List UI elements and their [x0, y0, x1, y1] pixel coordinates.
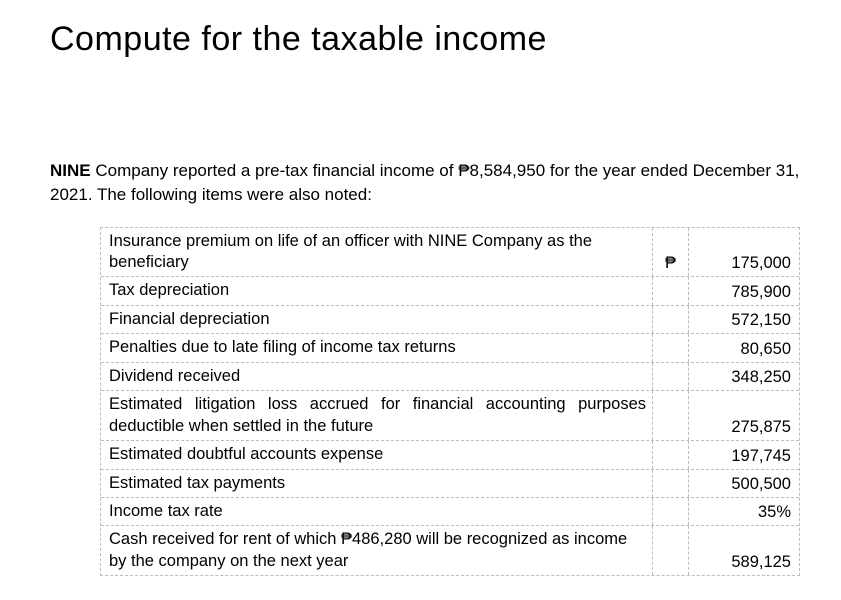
row-value: 348,250 — [689, 363, 799, 390]
row-value: 175,000 — [689, 228, 799, 277]
row-label: Estimated doubtful accounts expense — [101, 441, 653, 468]
table-row: Insurance premium on life of an officer … — [101, 228, 799, 277]
table-row: Financial depreciation 572,150 — [101, 305, 799, 333]
row-currency — [653, 306, 689, 333]
row-currency: ₱ — [653, 228, 689, 277]
table-row: Tax depreciation 785,900 — [101, 276, 799, 304]
intro-paragraph: NINE Company reported a pre-tax financia… — [50, 159, 801, 207]
row-currency — [653, 526, 689, 575]
table-row: Estimated doubtful accounts expense 197,… — [101, 440, 799, 468]
row-currency — [653, 470, 689, 497]
row-currency — [653, 498, 689, 525]
row-label: Estimated litigation loss accrued for fi… — [101, 391, 653, 440]
row-value: 275,875 — [689, 391, 799, 440]
row-label: Dividend received — [101, 363, 653, 390]
row-label: Cash received for rent of which ₱486,280… — [101, 526, 653, 575]
row-value: 35% — [689, 498, 799, 525]
table-row: Cash received for rent of which ₱486,280… — [101, 525, 799, 575]
row-currency — [653, 391, 689, 440]
row-currency — [653, 334, 689, 361]
table-row: Dividend received 348,250 — [101, 362, 799, 390]
intro-bold: NINE — [50, 161, 91, 180]
intro-rest: Company reported a pre-tax financial inc… — [50, 161, 799, 204]
row-label: Financial depreciation — [101, 306, 653, 333]
row-label: Penalties due to late filing of income t… — [101, 334, 653, 361]
row-value: 572,150 — [689, 306, 799, 333]
table-row: Penalties due to late filing of income t… — [101, 333, 799, 361]
row-value: 785,900 — [689, 277, 799, 304]
row-label: Estimated tax payments — [101, 470, 653, 497]
row-value: 80,650 — [689, 334, 799, 361]
table-row: Estimated litigation loss accrued for fi… — [101, 390, 799, 440]
row-currency — [653, 277, 689, 304]
row-value: 197,745 — [689, 441, 799, 468]
row-currency — [653, 441, 689, 468]
row-value: 500,500 — [689, 470, 799, 497]
page-title: Compute for the taxable income — [50, 20, 801, 59]
data-table: Insurance premium on life of an officer … — [100, 227, 800, 577]
row-label: Insurance premium on life of an officer … — [101, 228, 653, 277]
row-label: Tax depreciation — [101, 277, 653, 304]
table-row: Income tax rate 35% — [101, 497, 799, 525]
row-label: Income tax rate — [101, 498, 653, 525]
table-row: Estimated tax payments 500,500 — [101, 469, 799, 497]
row-currency — [653, 363, 689, 390]
row-value: 589,125 — [689, 526, 799, 575]
